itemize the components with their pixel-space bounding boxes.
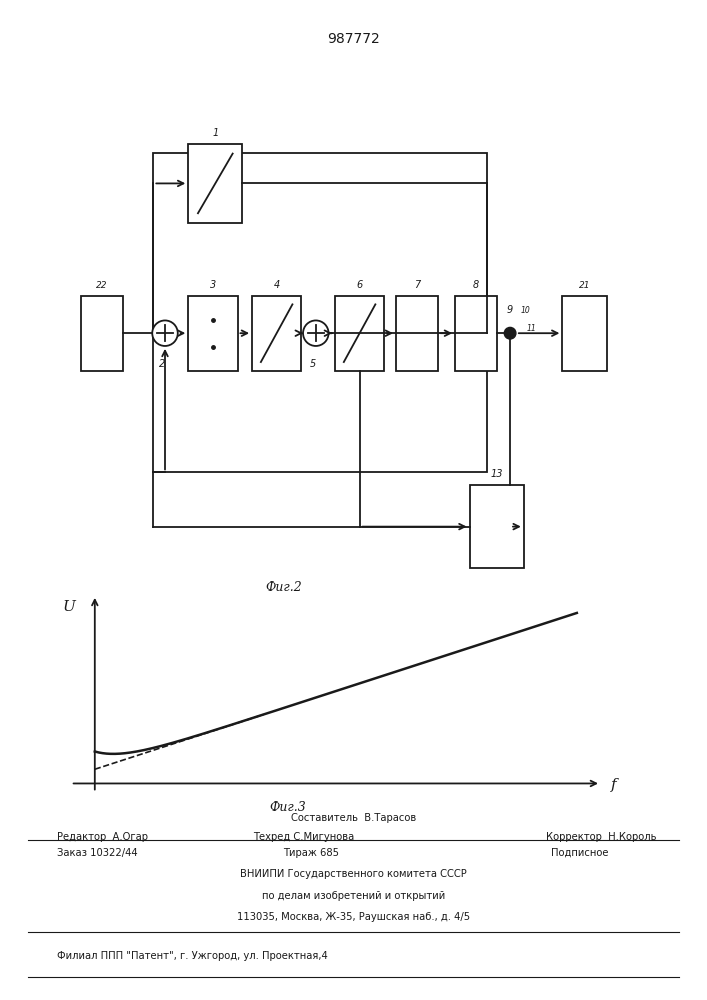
Text: 11: 11 (526, 324, 536, 333)
Text: Корректор  Н.Король: Корректор Н.Король (546, 832, 656, 842)
Text: ВНИИПИ Государственного комитета СССР: ВНИИПИ Государственного комитета СССР (240, 869, 467, 879)
Text: 3: 3 (210, 280, 216, 290)
Text: Составитель  В.Тарасов: Составитель В.Тарасов (291, 813, 416, 823)
Bar (188, 296, 238, 371)
Bar (188, 144, 243, 223)
Bar (335, 296, 384, 371)
Text: Филиал ППП "Патент", г. Ужгород, ул. Проектная,4: Филиал ППП "Патент", г. Ужгород, ул. Про… (57, 951, 327, 961)
Text: Фиг.3: Фиг.3 (269, 801, 306, 814)
Text: 13: 13 (491, 469, 503, 479)
Bar (469, 485, 524, 568)
Circle shape (152, 320, 177, 346)
Text: U: U (63, 600, 76, 614)
Text: 6: 6 (356, 280, 363, 290)
Text: Техред С.Мигунова: Техред С.Мигунова (253, 832, 355, 842)
Text: Подписное: Подписное (551, 848, 609, 858)
Text: 8: 8 (473, 280, 479, 290)
Text: 7: 7 (414, 280, 420, 290)
Bar (252, 296, 301, 371)
Text: 1: 1 (212, 128, 218, 138)
Bar (455, 296, 497, 371)
Text: Заказ 10322/44: Заказ 10322/44 (57, 848, 137, 858)
Text: 10: 10 (520, 306, 530, 315)
Text: 113035, Москва, Ж-35, Раушская наб., д. 4/5: 113035, Москва, Ж-35, Раушская наб., д. … (237, 912, 470, 922)
Circle shape (504, 327, 516, 339)
Text: 5: 5 (310, 359, 316, 369)
Bar (153, 153, 487, 472)
Text: Тираж 685: Тираж 685 (283, 848, 339, 858)
Text: 987772: 987772 (327, 32, 380, 46)
Text: 22: 22 (96, 281, 107, 290)
Circle shape (303, 320, 329, 346)
Text: f: f (611, 778, 617, 792)
Text: 2: 2 (159, 359, 165, 369)
Bar (81, 296, 123, 371)
Text: по делам изобретений и открытий: по делам изобретений и открытий (262, 891, 445, 901)
Bar (562, 296, 607, 371)
Text: 21: 21 (579, 281, 590, 290)
Text: 9: 9 (507, 305, 513, 315)
Text: 4: 4 (274, 280, 280, 290)
Bar (396, 296, 438, 371)
Text: Редактор  А.Огар: Редактор А.Огар (57, 832, 148, 842)
Text: Фиг.2: Фиг.2 (266, 581, 303, 594)
